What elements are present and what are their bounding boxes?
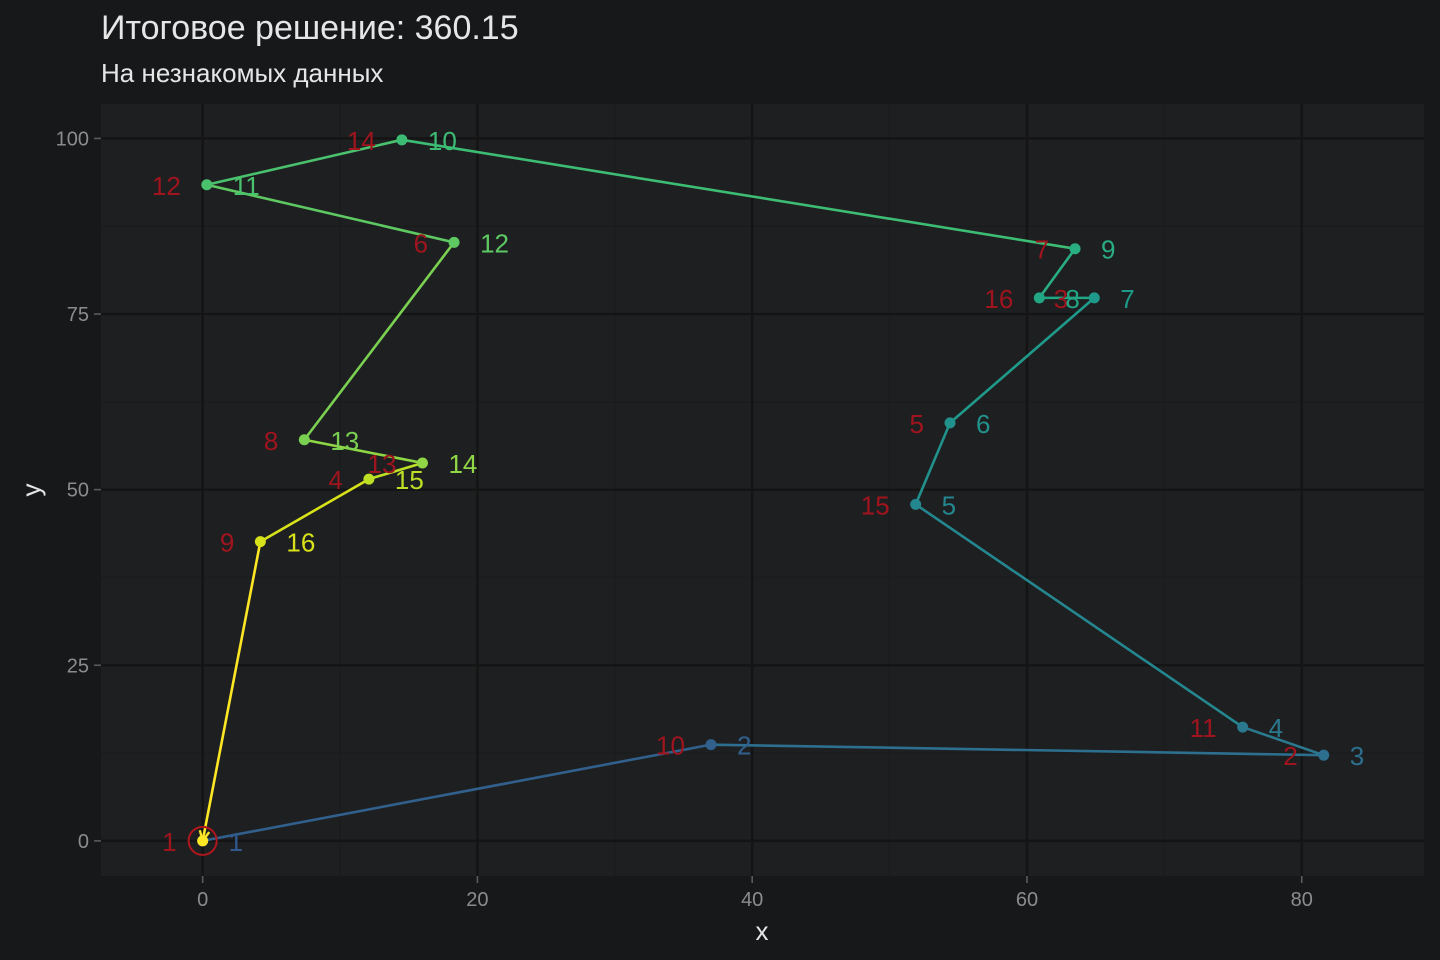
y-axis-title: y: [16, 484, 46, 497]
depot-marker: [187, 825, 218, 856]
route-point: [197, 835, 209, 847]
route-point: [1318, 749, 1330, 761]
node-label: 5: [910, 409, 924, 439]
x-axis-title: x: [756, 916, 769, 946]
route-point: [254, 536, 266, 548]
order-label: 3: [1350, 741, 1364, 771]
node-label: 7: [1035, 235, 1049, 265]
order-label: 2: [737, 731, 751, 761]
major-gridlines: [101, 104, 1424, 876]
route-segment: [367, 461, 424, 481]
order-label: 14: [448, 449, 477, 479]
order-label: 8: [1065, 284, 1079, 314]
y-tick-label: 50: [67, 480, 89, 502]
y-axis: 0 25 50 75 100: [56, 128, 101, 853]
route-segments: [198, 138, 1326, 844]
route-segment: [205, 183, 456, 244]
order-label: 5: [942, 490, 956, 520]
x-tick-label: 20: [466, 889, 488, 911]
route-segment: [205, 138, 404, 187]
x-tick-label: 60: [1016, 889, 1038, 911]
order-label: 9: [1101, 235, 1115, 265]
x-axis: 0 20 40 60 80: [197, 876, 1313, 911]
route-segment: [303, 241, 456, 442]
node-label: 13: [368, 449, 397, 479]
y-tick-label: 75: [67, 304, 89, 326]
order-label: 16: [286, 528, 315, 558]
node-label: 1: [162, 827, 176, 857]
node-label: 10: [656, 731, 685, 761]
node-label: 15: [861, 490, 890, 520]
route-segment: [709, 743, 1326, 757]
order-label: 7: [1120, 284, 1134, 314]
route-point: [298, 434, 310, 446]
route-segment: [201, 743, 713, 843]
route-point: [416, 457, 428, 469]
route-point: [1088, 292, 1100, 304]
route-segment: [259, 477, 371, 543]
chart-title: Итоговое решение: 360.15: [101, 9, 519, 47]
order-label: 12: [480, 228, 509, 258]
order-label: 4: [1269, 713, 1283, 743]
y-tick-label: 0: [78, 831, 89, 853]
route-point: [1237, 721, 1249, 733]
node-label: 2: [1283, 741, 1297, 771]
order-label: 1: [229, 827, 243, 857]
order-label: 13: [330, 426, 359, 456]
node-label: 8: [264, 426, 278, 456]
route-segment: [1241, 725, 1326, 757]
route-point: [1069, 243, 1081, 255]
node-label: 4: [328, 465, 342, 495]
order-label: 6: [976, 409, 990, 439]
route-segment: [914, 503, 1244, 729]
x-tick-label: 80: [1291, 889, 1313, 911]
y-tick-label: 100: [56, 128, 89, 150]
route-point: [910, 498, 922, 510]
order-label: 15: [395, 465, 424, 495]
route-point: [363, 473, 375, 485]
node-label: 16: [984, 284, 1013, 314]
route-point: [705, 739, 717, 751]
x-tick-label: 0: [197, 889, 208, 911]
node-label: 3: [1054, 284, 1068, 314]
order-label: 11: [233, 171, 260, 201]
y-tick-label: 25: [67, 655, 89, 677]
chart-subtitle: На незнакомых данных: [101, 58, 383, 88]
route-segment: [400, 138, 1077, 251]
route-points: [187, 134, 1330, 856]
route-segment: [914, 421, 952, 506]
route-segment: [303, 438, 424, 465]
route-segment: [201, 540, 262, 843]
order-label: 10: [428, 126, 457, 156]
route-point: [201, 179, 213, 191]
node-label: 11: [1190, 713, 1217, 743]
node-label: 6: [414, 228, 428, 258]
node-label: 12: [152, 171, 181, 201]
route-segment: [948, 296, 1096, 425]
route-point: [1033, 292, 1045, 304]
route-segment: [1038, 247, 1077, 300]
route-point: [448, 236, 460, 248]
node-label: 14: [347, 126, 376, 156]
route-point: [944, 417, 956, 429]
route-point: [396, 134, 408, 146]
node-label: 9: [220, 528, 234, 558]
x-tick-label: 40: [741, 889, 763, 911]
